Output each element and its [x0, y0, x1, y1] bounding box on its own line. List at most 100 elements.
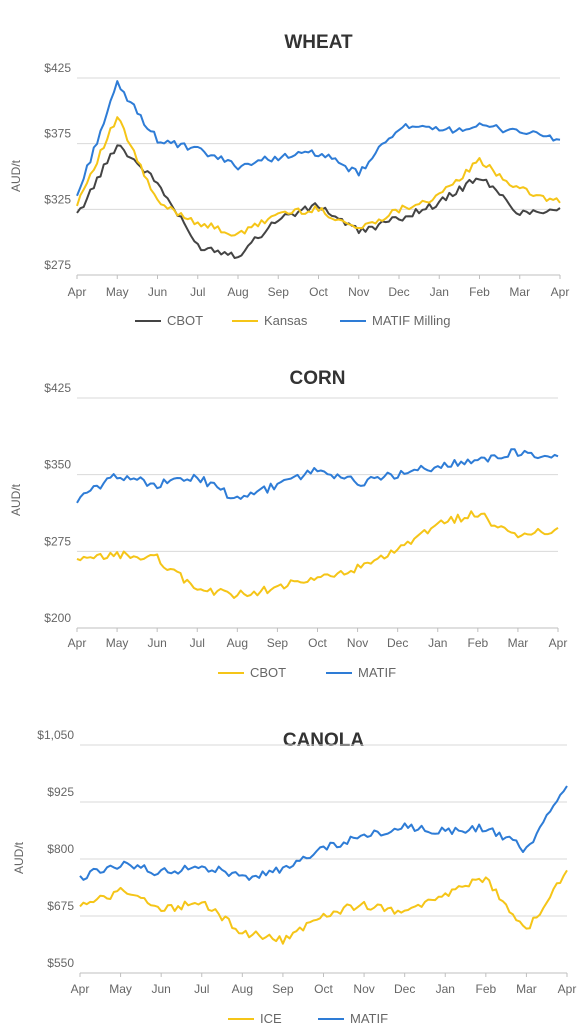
- wheat-point-kansas: [197, 221, 199, 223]
- wheat-x-tick-label: May: [106, 285, 129, 299]
- corn-point-cbot: [236, 594, 238, 596]
- corn-series-matif: [76, 448, 559, 504]
- canola-point-ice: [160, 908, 162, 910]
- wheat-series-matif-milling: [76, 80, 561, 197]
- wheat-point-kansas: [116, 116, 118, 118]
- corn-point-matif: [316, 468, 318, 470]
- wheat-x-tick-label: Oct: [309, 285, 328, 299]
- canola-x-tick-label: Sep: [272, 982, 294, 996]
- wheat-point-matif-milling: [358, 173, 360, 175]
- canola-x-tick-label: Oct: [314, 982, 333, 996]
- canola-point-matif: [525, 849, 527, 851]
- canola-point-matif: [119, 862, 121, 864]
- wheat-y-tick-label: $425: [44, 61, 71, 75]
- corn-point-cbot: [477, 512, 479, 514]
- wheat-x-tick-label: Jul: [190, 285, 205, 299]
- corn-point-cbot: [517, 537, 519, 539]
- corn-point-cbot: [156, 557, 158, 559]
- wheat-point-matif-milling: [478, 125, 480, 127]
- wheat-point-kansas: [156, 202, 158, 204]
- wheat-x-tick-label: Sep: [268, 285, 290, 299]
- wheat-point-matif-milling: [317, 152, 319, 154]
- wheat-point-kansas: [478, 160, 480, 162]
- corn-x-tick-label: Nov: [347, 636, 368, 650]
- wheat-point-kansas: [358, 228, 360, 230]
- canola-y-tick-label: $1,050: [37, 728, 74, 742]
- corn-point-cbot: [196, 588, 198, 590]
- wheat-point-matif-milling: [438, 129, 440, 131]
- wheat-point-kansas: [438, 195, 440, 197]
- wheat-point-kansas: [237, 234, 239, 236]
- corn-x-tick-label: Apr: [68, 636, 87, 650]
- corn-y-tick-label: $350: [44, 458, 71, 472]
- canola-point-ice: [485, 876, 487, 878]
- wheat-point-cbot: [277, 217, 279, 219]
- wheat-point-kansas: [317, 208, 319, 210]
- wheat-point-kansas: [277, 212, 279, 214]
- wheat-point-kansas: [559, 202, 561, 204]
- corn-point-matif: [116, 473, 118, 475]
- canola-point-matif: [485, 826, 487, 828]
- corn-x-tick-label: Jun: [147, 636, 166, 650]
- wheat-point-matif-milling: [237, 165, 239, 167]
- canola-point-matif: [444, 830, 446, 832]
- canola-point-ice: [201, 901, 203, 903]
- canola-y-tick-label: $675: [47, 899, 74, 913]
- wheat-point-cbot: [438, 202, 440, 204]
- canola-point-matif: [282, 869, 284, 871]
- corn-x-tick-label: Jul: [190, 636, 205, 650]
- corn-point-cbot: [356, 568, 358, 570]
- wheat-y-tick-label: $375: [44, 127, 71, 141]
- wheat-point-cbot: [478, 175, 480, 177]
- canola-point-ice: [444, 894, 446, 896]
- wheat-y-tick-label: $325: [44, 192, 71, 206]
- canola-series-ice: [79, 869, 568, 945]
- canola-point-matif: [322, 846, 324, 848]
- canola-y-tick-label: $550: [47, 956, 74, 970]
- canola-point-ice: [119, 890, 121, 892]
- canola-legend-label: MATIF: [350, 1011, 388, 1026]
- canola-point-ice: [525, 931, 527, 933]
- canola-point-matif: [566, 785, 568, 787]
- corn-point-cbot: [437, 523, 439, 525]
- wheat-point-matif-milling: [76, 195, 78, 197]
- wheat-point-matif-milling: [398, 125, 400, 127]
- wheat-point-cbot: [519, 212, 521, 214]
- corn-legend-label: MATIF: [358, 665, 396, 680]
- canola-point-matif: [241, 876, 243, 878]
- wheat-legend-label: Kansas: [264, 313, 308, 328]
- wheat-x-tick-label: Dec: [388, 285, 409, 299]
- wheat-point-cbot: [116, 142, 118, 144]
- wheat-point-cbot: [76, 215, 78, 217]
- canola-title: CANOLA: [283, 730, 365, 751]
- wheat-title: WHEAT: [284, 32, 353, 53]
- wheat-x-tick-label: Feb: [469, 285, 490, 299]
- wheat-point-matif-milling: [519, 129, 521, 131]
- corn-x-tick-label: Sep: [267, 636, 289, 650]
- canola-legend-label: ICE: [260, 1011, 282, 1026]
- corn-x-tick-label: Feb: [467, 636, 488, 650]
- corn-point-matif: [356, 482, 358, 484]
- wheat-point-cbot: [358, 230, 360, 232]
- canola-x-tick-label: Mar: [516, 982, 537, 996]
- wheat-legend-label: MATIF Milling: [372, 313, 450, 328]
- wheat-x-tick-label: Aug: [227, 285, 248, 299]
- wheat-x-tick-label: Jun: [148, 285, 167, 299]
- wheat-point-kansas: [519, 188, 521, 190]
- canola-x-tick-label: Apr: [558, 982, 577, 996]
- wheat-x-tick-label: Apr: [68, 285, 87, 299]
- wheat-point-cbot: [398, 217, 400, 219]
- wheat-y-axis-label: AUD/t: [9, 159, 23, 192]
- corn-point-cbot: [396, 550, 398, 552]
- corn-legend-label: CBOT: [250, 665, 286, 680]
- corn-point-matif: [156, 484, 158, 486]
- canola-x-tick-label: Nov: [353, 982, 374, 996]
- wheat-point-cbot: [317, 204, 319, 206]
- corn-series-cbot: [76, 510, 559, 599]
- wheat-point-kansas: [76, 202, 78, 204]
- wheat-point-matif-milling: [559, 139, 561, 141]
- canola-x-tick-label: Dec: [394, 982, 415, 996]
- canola-point-matif: [363, 835, 365, 837]
